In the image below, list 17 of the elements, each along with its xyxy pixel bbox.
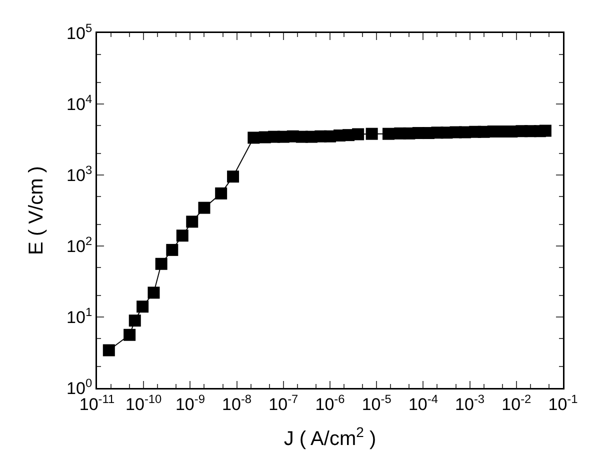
x-tick-label: 10$^{-1}$ — [548, 392, 578, 414]
x-tick-label: 10$^{-5}$ — [362, 392, 392, 414]
x-tick-label: 10$^{-9}$ — [175, 392, 206, 414]
x-tick-label: 10$^{-2}$ — [502, 392, 532, 414]
y-tick-label: 10$^{3}$ — [66, 162, 92, 185]
x-tick-label: 10$^{-3}$ — [455, 392, 485, 414]
x-tick-label: 10$^{-10}$ — [126, 392, 162, 414]
x-axis-title: J ( A/cm$^{2}$ ) — [284, 424, 376, 450]
y-tick-label: 10$^{1}$ — [66, 304, 92, 327]
y-tick-label: 10$^{4}$ — [66, 92, 92, 114]
y-tick-label: 10$^{5}$ — [66, 20, 92, 43]
x-tick-label: 10$^{-6}$ — [315, 392, 346, 414]
x-tick-label: 10$^{-8}$ — [222, 392, 252, 414]
y-axis-title: E ( V/cm ) — [25, 166, 48, 255]
x-tick-label: 10$^{-7}$ — [268, 392, 299, 414]
y-tick-label: 10$^{2}$ — [66, 234, 92, 256]
x-tick-label: 10$^{-4}$ — [408, 392, 438, 414]
